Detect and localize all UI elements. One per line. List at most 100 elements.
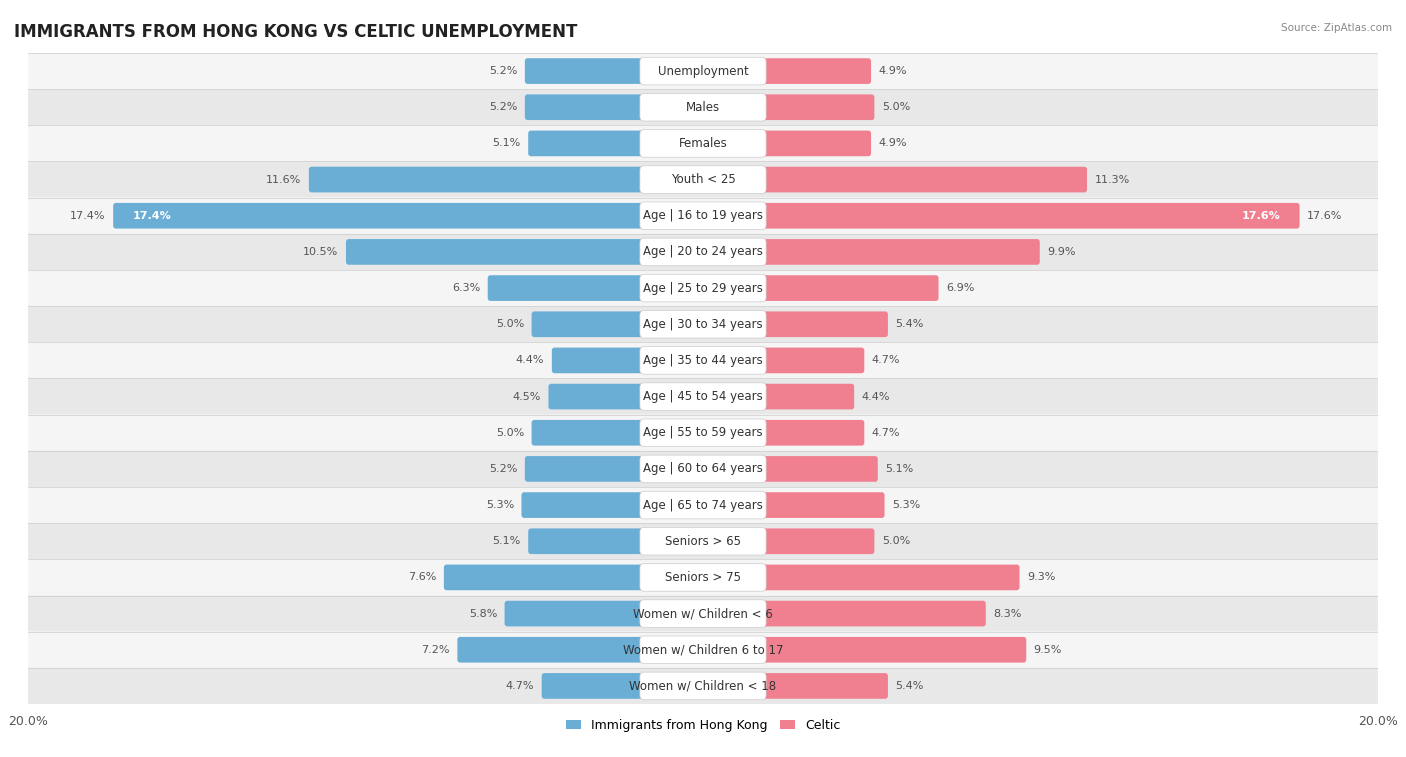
FancyBboxPatch shape: [640, 93, 766, 121]
Text: 9.9%: 9.9%: [1047, 247, 1076, 257]
Text: 5.2%: 5.2%: [489, 102, 517, 112]
Text: Source: ZipAtlas.com: Source: ZipAtlas.com: [1281, 23, 1392, 33]
Text: 11.3%: 11.3%: [1094, 175, 1129, 185]
FancyBboxPatch shape: [700, 167, 1087, 192]
Text: Seniors > 75: Seniors > 75: [665, 571, 741, 584]
Text: 5.4%: 5.4%: [896, 681, 924, 691]
FancyBboxPatch shape: [524, 95, 706, 120]
Text: 5.0%: 5.0%: [496, 319, 524, 329]
Text: 4.7%: 4.7%: [872, 356, 900, 366]
Text: 4.9%: 4.9%: [879, 139, 907, 148]
FancyBboxPatch shape: [640, 528, 766, 555]
FancyBboxPatch shape: [346, 239, 706, 265]
FancyBboxPatch shape: [700, 601, 986, 627]
Text: 7.2%: 7.2%: [422, 645, 450, 655]
FancyBboxPatch shape: [640, 166, 766, 193]
Text: Women w/ Children < 18: Women w/ Children < 18: [630, 680, 776, 693]
Text: 10.5%: 10.5%: [304, 247, 339, 257]
Text: Unemployment: Unemployment: [658, 64, 748, 77]
FancyBboxPatch shape: [28, 234, 1378, 270]
FancyBboxPatch shape: [529, 130, 706, 156]
FancyBboxPatch shape: [28, 596, 1378, 631]
Text: 5.2%: 5.2%: [489, 66, 517, 76]
Text: 9.3%: 9.3%: [1026, 572, 1056, 582]
Text: Age | 45 to 54 years: Age | 45 to 54 years: [643, 390, 763, 403]
Legend: Immigrants from Hong Kong, Celtic: Immigrants from Hong Kong, Celtic: [561, 714, 845, 737]
FancyBboxPatch shape: [28, 378, 1378, 415]
FancyBboxPatch shape: [640, 636, 766, 664]
FancyBboxPatch shape: [640, 383, 766, 410]
FancyBboxPatch shape: [640, 58, 766, 85]
FancyBboxPatch shape: [700, 565, 1019, 590]
FancyBboxPatch shape: [640, 129, 766, 157]
FancyBboxPatch shape: [529, 528, 706, 554]
Text: 17.6%: 17.6%: [1241, 210, 1279, 221]
FancyBboxPatch shape: [457, 637, 706, 662]
FancyBboxPatch shape: [700, 456, 877, 481]
FancyBboxPatch shape: [640, 455, 766, 483]
Text: Age | 30 to 34 years: Age | 30 to 34 years: [643, 318, 763, 331]
Text: Women w/ Children 6 to 17: Women w/ Children 6 to 17: [623, 643, 783, 656]
Text: 5.3%: 5.3%: [891, 500, 920, 510]
FancyBboxPatch shape: [524, 58, 706, 84]
Text: Age | 20 to 24 years: Age | 20 to 24 years: [643, 245, 763, 258]
Text: 4.7%: 4.7%: [872, 428, 900, 438]
FancyBboxPatch shape: [700, 239, 1040, 265]
FancyBboxPatch shape: [541, 673, 706, 699]
Text: Males: Males: [686, 101, 720, 114]
FancyBboxPatch shape: [700, 347, 865, 373]
FancyBboxPatch shape: [700, 311, 889, 337]
FancyBboxPatch shape: [522, 492, 706, 518]
FancyBboxPatch shape: [640, 564, 766, 591]
Text: 5.1%: 5.1%: [886, 464, 914, 474]
Text: 5.4%: 5.4%: [896, 319, 924, 329]
FancyBboxPatch shape: [505, 601, 706, 627]
Text: 8.3%: 8.3%: [993, 609, 1022, 618]
FancyBboxPatch shape: [551, 347, 706, 373]
Text: 5.0%: 5.0%: [882, 536, 910, 547]
FancyBboxPatch shape: [700, 95, 875, 120]
FancyBboxPatch shape: [640, 600, 766, 628]
FancyBboxPatch shape: [700, 203, 1299, 229]
FancyBboxPatch shape: [700, 58, 872, 84]
Text: 4.9%: 4.9%: [879, 66, 907, 76]
FancyBboxPatch shape: [28, 631, 1378, 668]
FancyBboxPatch shape: [28, 126, 1378, 161]
FancyBboxPatch shape: [700, 528, 875, 554]
FancyBboxPatch shape: [28, 198, 1378, 234]
FancyBboxPatch shape: [28, 270, 1378, 306]
Text: 5.0%: 5.0%: [882, 102, 910, 112]
FancyBboxPatch shape: [531, 420, 706, 446]
FancyBboxPatch shape: [524, 456, 706, 481]
Text: Age | 16 to 19 years: Age | 16 to 19 years: [643, 209, 763, 223]
Text: 4.4%: 4.4%: [516, 356, 544, 366]
Text: 5.0%: 5.0%: [496, 428, 524, 438]
FancyBboxPatch shape: [700, 384, 855, 410]
FancyBboxPatch shape: [28, 415, 1378, 451]
FancyBboxPatch shape: [640, 238, 766, 266]
FancyBboxPatch shape: [444, 565, 706, 590]
FancyBboxPatch shape: [531, 311, 706, 337]
Text: Women w/ Children < 6: Women w/ Children < 6: [633, 607, 773, 620]
FancyBboxPatch shape: [700, 276, 939, 301]
FancyBboxPatch shape: [28, 161, 1378, 198]
Text: 5.8%: 5.8%: [468, 609, 498, 618]
Text: 17.4%: 17.4%: [132, 210, 172, 221]
FancyBboxPatch shape: [112, 203, 706, 229]
Text: 5.1%: 5.1%: [492, 536, 520, 547]
Text: 11.6%: 11.6%: [266, 175, 301, 185]
FancyBboxPatch shape: [640, 274, 766, 302]
FancyBboxPatch shape: [700, 130, 872, 156]
Text: Age | 25 to 29 years: Age | 25 to 29 years: [643, 282, 763, 294]
FancyBboxPatch shape: [640, 347, 766, 374]
FancyBboxPatch shape: [700, 420, 865, 446]
FancyBboxPatch shape: [640, 310, 766, 338]
Text: 6.9%: 6.9%: [946, 283, 974, 293]
Text: 4.5%: 4.5%: [513, 391, 541, 401]
Text: 5.1%: 5.1%: [492, 139, 520, 148]
FancyBboxPatch shape: [640, 491, 766, 519]
FancyBboxPatch shape: [28, 523, 1378, 559]
FancyBboxPatch shape: [700, 673, 889, 699]
FancyBboxPatch shape: [700, 492, 884, 518]
FancyBboxPatch shape: [28, 668, 1378, 704]
